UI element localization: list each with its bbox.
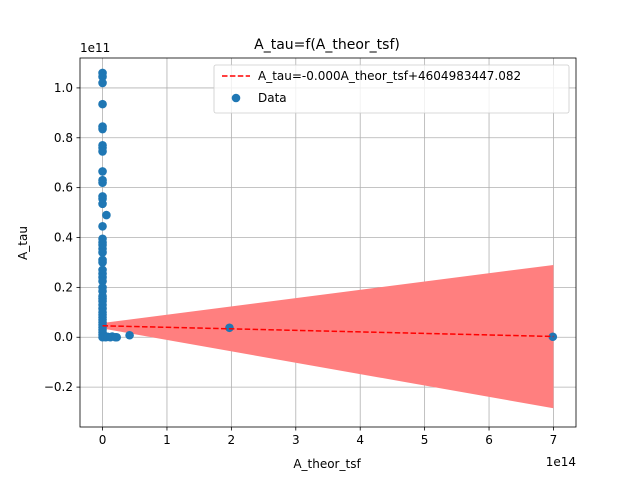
- y-offset-text: 1e11: [80, 41, 110, 55]
- chart-title: A_tau=f(A_theor_tsf): [254, 37, 400, 53]
- y-tick-label-1: 0.0: [54, 330, 73, 344]
- x-tick-label-5: 5: [421, 433, 429, 447]
- data-point-0-1: [98, 72, 107, 81]
- x-offset-text: 1e14: [546, 455, 576, 469]
- data-point-0-52: [112, 332, 122, 342]
- x-tick-label-1: 1: [163, 433, 171, 447]
- data-point-0-9: [98, 167, 107, 176]
- data-point-0-54: [225, 323, 234, 333]
- x-tick-label-2: 2: [228, 433, 236, 447]
- x-tick-label-6: 6: [485, 433, 493, 447]
- data-point-0-27: [98, 276, 107, 286]
- legend-fit-label: A_tau=-0.000A_theor_tsf+4604983447.082: [258, 69, 521, 83]
- y-axis-label: A_tau: [16, 226, 30, 260]
- x-tick-label-0: 0: [99, 433, 107, 447]
- data-point-0-23: [98, 258, 107, 267]
- legend-data-label: Data: [258, 91, 287, 105]
- y-tick-label-2: 0.2: [54, 280, 73, 294]
- fit-line: [102, 325, 554, 338]
- data-point-0-21: [98, 248, 107, 257]
- data-point-0-5: [98, 124, 107, 134]
- data-point-0-14: [98, 199, 107, 209]
- data-point-0-53: [125, 330, 134, 340]
- plot-area: 0 1 2 3 4 5 6 7 −0.2 0.0 0.2 0.4 0.6 0.8 1.0 A_tau=-0.0…: [44, 57, 577, 447]
- x-axis-label: A_theor_tsf: [293, 457, 361, 471]
- data-point-0-15: [102, 210, 111, 220]
- data-point-0-3: [98, 99, 107, 109]
- data-point-0-2: [98, 78, 107, 88]
- legend-data-swatch: [231, 93, 241, 103]
- y-tick-label-0: −0.2: [44, 380, 73, 394]
- data-point-0-8: [98, 147, 107, 156]
- confidence-band: [102, 264, 554, 409]
- data-point-0-16: [98, 221, 107, 231]
- x-tick-label-4: 4: [356, 433, 364, 447]
- x-tick-label-7: 7: [550, 433, 558, 447]
- y-tick-label-4: 0.6: [54, 181, 73, 195]
- axes-frame: [79, 57, 577, 428]
- x-tick-label-3: 3: [292, 433, 300, 447]
- y-tick-label-5: 0.8: [54, 131, 73, 145]
- data-point-0-11: [98, 178, 107, 187]
- legend-box: [213, 64, 570, 114]
- y-tick-label-6: 1.0: [54, 81, 73, 95]
- y-tick-label-3: 0.4: [54, 231, 73, 245]
